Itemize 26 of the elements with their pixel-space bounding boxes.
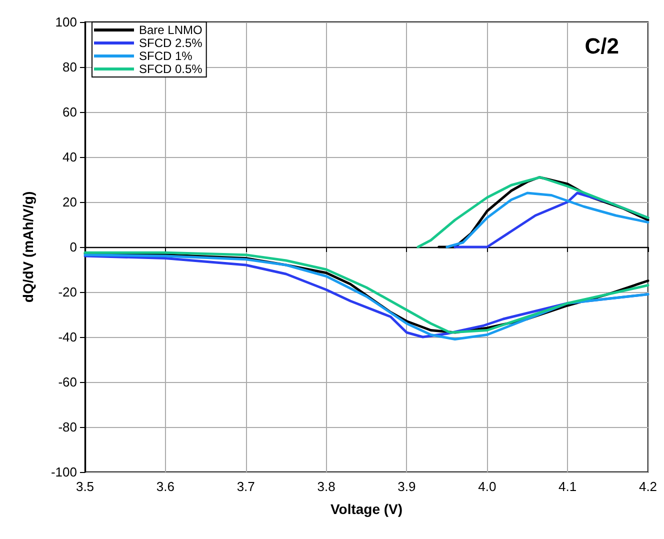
x-tick-label: 3.5 bbox=[76, 479, 94, 494]
y-tick-label: 40 bbox=[62, 150, 77, 164]
x-tick-label: 4.1 bbox=[558, 479, 577, 494]
x-tick-label: 3.7 bbox=[236, 479, 255, 494]
y-tick-label: 100 bbox=[55, 14, 77, 30]
x-tick-label: 3.8 bbox=[317, 479, 336, 494]
y-tick-label: -100 bbox=[50, 464, 77, 480]
x-tick-label: 4.2 bbox=[638, 479, 658, 494]
x-tick-label: 4.0 bbox=[478, 479, 496, 494]
y-tick-label: -80 bbox=[58, 420, 77, 434]
y-tick-label: 0 bbox=[70, 240, 77, 254]
y-tick-label: 60 bbox=[62, 104, 77, 120]
y-tick-label: 20 bbox=[62, 194, 77, 210]
y-axis-title: dQ/dV (mAh/V/g) bbox=[20, 191, 36, 303]
y-tick-label: -20 bbox=[58, 284, 77, 300]
legend-label: SFCD 1% bbox=[139, 49, 193, 63]
x-axis-title: Voltage (V) bbox=[330, 501, 403, 517]
annotation: C/2 bbox=[584, 34, 620, 58]
legend-label: Bare LNMO bbox=[139, 23, 202, 37]
x-tick-label: 3.6 bbox=[156, 479, 174, 494]
x-tick-label: 3.9 bbox=[398, 479, 416, 494]
y-tick-label: -40 bbox=[58, 330, 77, 344]
legend-label: SFCD 2.5% bbox=[139, 36, 203, 50]
y-tick-label: -60 bbox=[58, 374, 77, 390]
legend-label: SFCD 0.5% bbox=[139, 62, 203, 76]
y-tick-label: 80 bbox=[62, 60, 77, 74]
